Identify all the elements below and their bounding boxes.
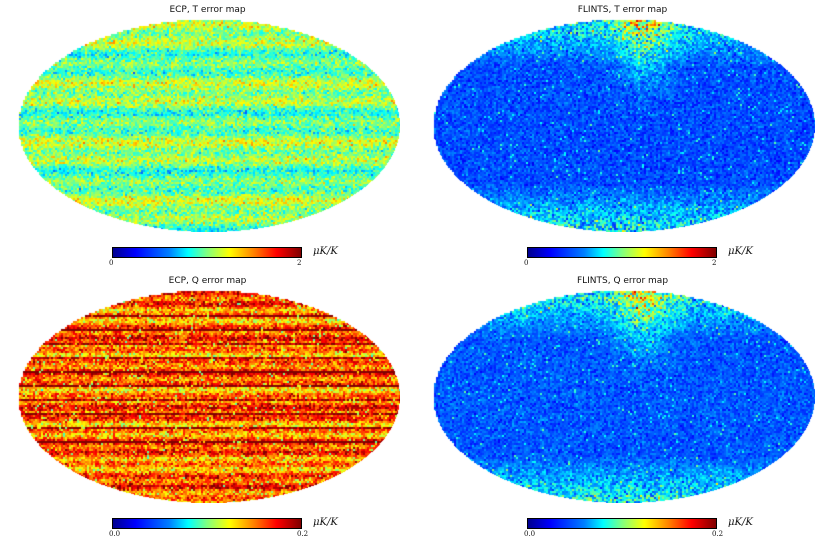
- colorbar-unit-label: μK/K: [313, 246, 338, 257]
- colorbar-min-label: 0: [109, 259, 114, 267]
- colorbar-min-label: 0.0: [109, 530, 121, 538]
- colorbar-unit-label: μK/K: [728, 517, 753, 528]
- colorbar: [112, 518, 302, 529]
- colorbar-max-label: 2: [712, 259, 717, 267]
- map-title: FLINTS, T error map: [577, 5, 668, 15]
- colorbar-min-label: 0: [524, 259, 529, 267]
- colorbar-unit-label: μK/K: [728, 246, 753, 257]
- mollweide-map: [432, 18, 815, 232]
- map-title: FLINTS, Q error map: [576, 276, 669, 286]
- colorbar-min-label: 0.0: [524, 530, 536, 538]
- colorbar-max-label: 2: [297, 259, 302, 267]
- colorbar-max-label: 0.2: [297, 530, 309, 538]
- ecp-t-panel: ECP, T error map 0 2 μK/K: [0, 0, 415, 270]
- colorbar: [527, 247, 717, 258]
- mollweide-map: [432, 289, 815, 503]
- map-title: ECP, Q error map: [168, 276, 247, 286]
- colorbar-max-label: 0.2: [712, 530, 724, 538]
- colorbar: [112, 247, 302, 258]
- mollweide-map: [17, 18, 400, 232]
- flints-t-panel: FLINTS, T error map 0 2 μK/K: [415, 0, 830, 270]
- ecp-q-panel: ECP, Q error map 0.0 0.2 μK/K: [0, 271, 415, 541]
- colorbar: [527, 518, 717, 529]
- mollweide-map: [17, 289, 400, 503]
- colorbar-unit-label: μK/K: [313, 517, 338, 528]
- map-title: ECP, T error map: [169, 5, 246, 15]
- flints-q-panel: FLINTS, Q error map 0.0 0.2 μK/K: [415, 271, 830, 541]
